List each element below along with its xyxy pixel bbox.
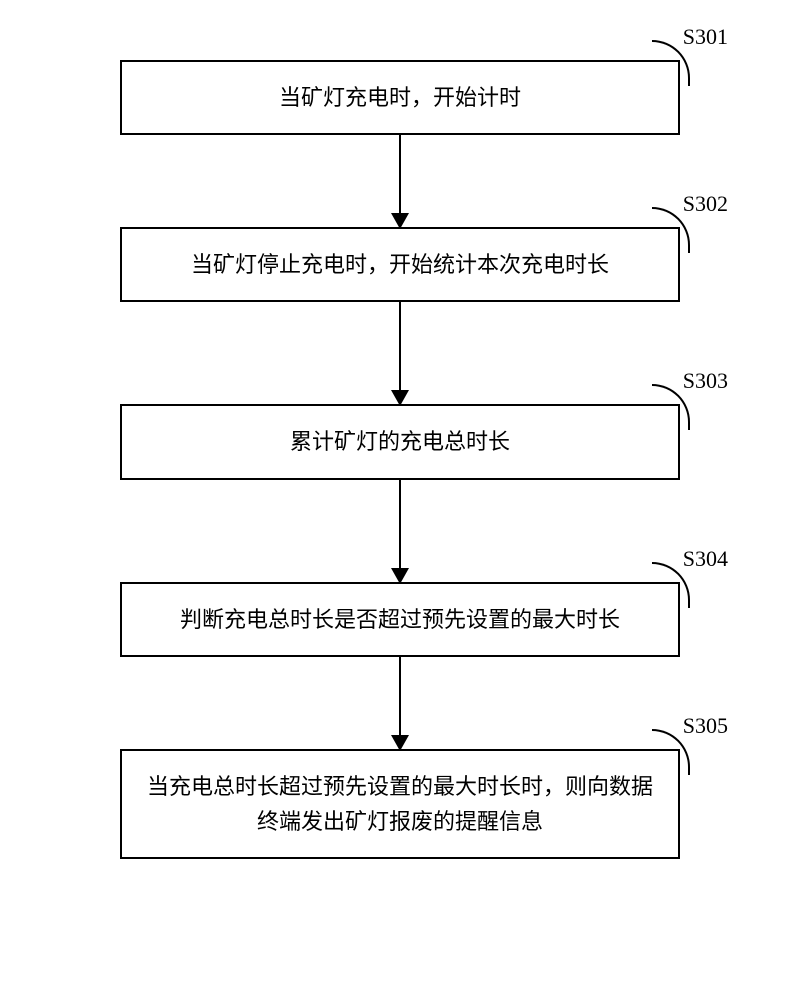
step-text-3: 累计矿灯的充电总时长 [290,424,510,459]
step-label-2: S302 [683,191,728,217]
step-box-5: 当充电总时长超过预先设置的最大时长时，则向数据终端发出矿灯报废的提醒信息 [120,749,680,859]
arrow-4 [0,657,800,749]
step-container-5: 当充电总时长超过预先设置的最大时长时，则向数据终端发出矿灯报废的提醒信息 S30… [0,749,800,859]
step-container-1: 当矿灯充电时，开始计时 S301 [0,60,800,135]
step-container-4: 判断充电总时长是否超过预先设置的最大时长 S304 [0,582,800,657]
step-label-1: S301 [683,24,728,50]
step-box-1: 当矿灯充电时，开始计时 [120,60,680,135]
step-text-5: 当充电总时长超过预先设置的最大时长时，则向数据终端发出矿灯报废的提醒信息 [142,769,658,839]
step-label-4: S304 [683,546,728,572]
arrow-2 [0,302,800,404]
step-text-1: 当矿灯充电时，开始计时 [279,80,521,115]
step-text-2: 当矿灯停止充电时，开始统计本次充电时长 [191,247,609,282]
step-text-4: 判断充电总时长是否超过预先设置的最大时长 [180,602,620,637]
step-container-2: 当矿灯停止充电时，开始统计本次充电时长 S302 [0,227,800,302]
arrow-3 [0,480,800,582]
step-container-3: 累计矿灯的充电总时长 S303 [0,404,800,479]
step-label-5: S305 [683,713,728,739]
flowchart-container: 当矿灯充电时，开始计时 S301 当矿灯停止充电时，开始统计本次充电时长 S30… [0,0,800,990]
step-box-4: 判断充电总时长是否超过预先设置的最大时长 [120,582,680,657]
step-label-3: S303 [683,368,728,394]
step-box-2: 当矿灯停止充电时，开始统计本次充电时长 [120,227,680,302]
step-box-3: 累计矿灯的充电总时长 [120,404,680,479]
arrow-1 [0,135,800,227]
